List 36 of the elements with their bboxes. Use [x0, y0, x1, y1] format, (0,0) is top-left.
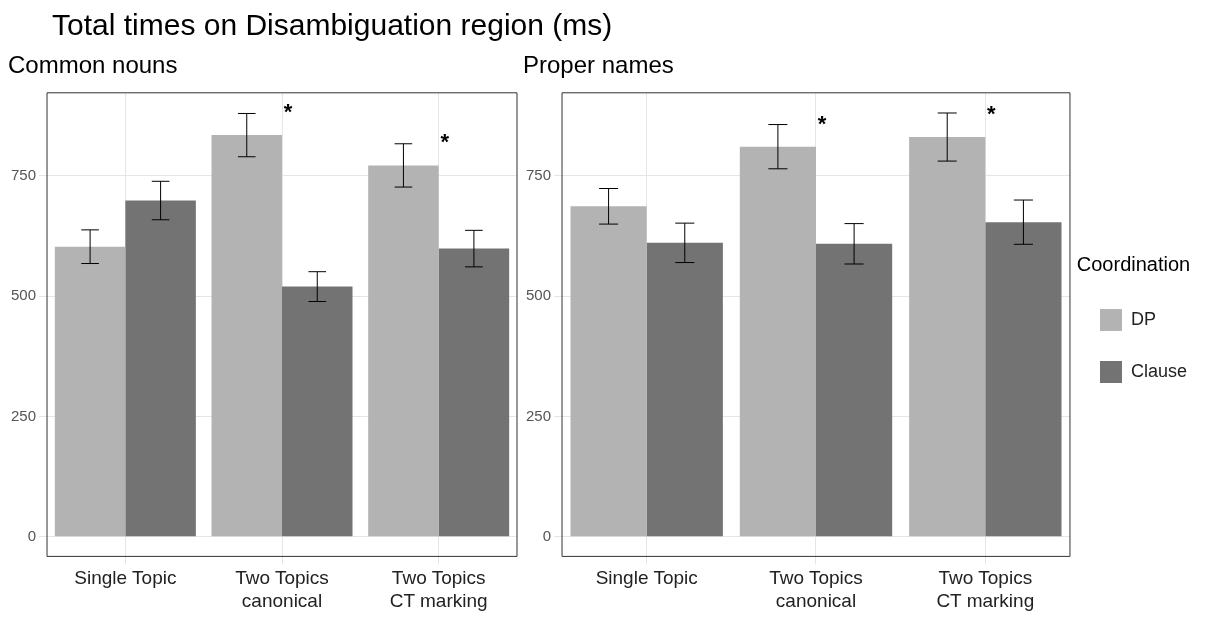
chart-subtitle: Proper names [523, 51, 674, 79]
legend-title: Coordination [1076, 252, 1191, 275]
chart-subtitle: Common nouns [8, 51, 178, 79]
y-tick-label: 500 [526, 286, 552, 304]
bar [438, 248, 510, 537]
annotation: * [817, 110, 827, 136]
bar [570, 206, 647, 537]
legend-label: DP [1130, 308, 1156, 329]
y-tick-label: 750 [11, 166, 37, 184]
bar [211, 135, 283, 537]
y-tick-label: 250 [526, 406, 552, 424]
x-tick-label: Two Topics canonical [769, 567, 863, 611]
y-tick-label: 0 [542, 526, 552, 544]
x-tick-label: Two Topics CT marking [389, 567, 488, 611]
y-tick-label: 0 [27, 526, 37, 544]
annotation: * [987, 101, 997, 127]
bar [125, 200, 196, 537]
chart-title: Total times on Disambiguation region (ms) [51, 8, 614, 43]
x-tick-label: Two Topics CT marking [936, 567, 1035, 611]
bar [368, 165, 439, 537]
y-tick-label: 500 [11, 286, 37, 304]
y-tick-label: 250 [11, 406, 37, 424]
bar [816, 243, 893, 537]
bar [739, 146, 816, 537]
bar [985, 222, 1062, 537]
annotation: * [440, 129, 450, 155]
bar [54, 246, 126, 537]
x-tick-label: Single Topic [595, 567, 698, 589]
legend-label: Clause [1130, 360, 1187, 381]
y-tick-label: 750 [526, 166, 552, 184]
annotation: * [283, 99, 293, 125]
bar [282, 286, 353, 537]
x-tick-label: Two Topics canonical [235, 567, 329, 611]
bar [909, 137, 986, 537]
x-tick-label: Single Topic [74, 567, 177, 589]
bar [646, 242, 723, 537]
